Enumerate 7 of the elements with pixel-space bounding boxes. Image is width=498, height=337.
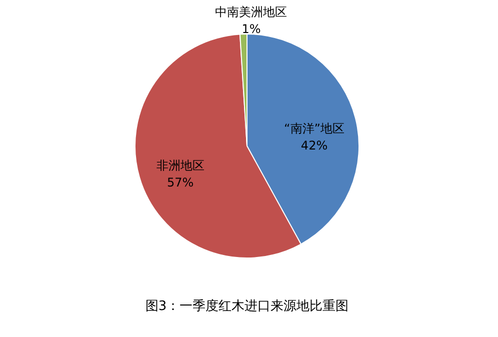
slice-label: 非洲地区 (156, 158, 204, 172)
data-label: 57% (166, 175, 194, 190)
data-label: 1% (242, 22, 261, 36)
slice-label: “南洋”地区 (284, 122, 344, 136)
text: 图3：一季度红木进口来源地比重图 (145, 298, 349, 314)
data-label: 42% (300, 138, 328, 153)
slice-label: 中南美洲地区 (215, 5, 288, 20)
